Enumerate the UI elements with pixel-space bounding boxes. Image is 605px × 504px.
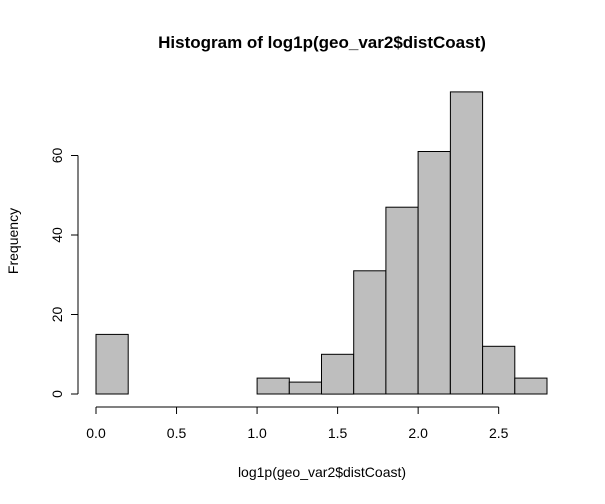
histogram-bar bbox=[449, 91, 484, 395]
histogram-bar bbox=[353, 270, 387, 395]
chart-title: Histogram of log1p(geo_var2$distCoast) bbox=[158, 33, 486, 52]
x-axis: 0.0 0.5 1.0 1.5 2.0 2.5 bbox=[86, 406, 509, 441]
bars-group bbox=[95, 91, 548, 395]
histogram-bar bbox=[95, 333, 129, 395]
x-tick-label: 0.0 bbox=[86, 425, 106, 441]
histogram-bar bbox=[385, 206, 419, 395]
y-tick-label: 0 bbox=[49, 390, 65, 398]
x-tick-label: 0.5 bbox=[167, 425, 187, 441]
histogram-bar bbox=[256, 377, 290, 395]
y-tick-label: 40 bbox=[49, 227, 65, 243]
x-tick-label: 1.5 bbox=[328, 425, 348, 441]
histogram-bar bbox=[321, 353, 355, 395]
histogram-bar bbox=[514, 377, 548, 395]
x-axis-label: log1p(geo_var2$distCoast) bbox=[238, 464, 406, 480]
x-tick-label: 2.0 bbox=[408, 425, 428, 441]
y-axis: 0 20 40 60 bbox=[49, 148, 79, 398]
histogram-bar bbox=[417, 151, 451, 395]
x-tick-label: 2.5 bbox=[489, 425, 509, 441]
histogram-bar bbox=[482, 345, 516, 395]
y-axis-label: Frequency bbox=[5, 208, 21, 274]
histogram-bar bbox=[288, 381, 322, 395]
y-tick-label: 20 bbox=[49, 307, 65, 323]
y-tick-label: 60 bbox=[49, 148, 65, 164]
x-tick-label: 1.0 bbox=[247, 425, 267, 441]
